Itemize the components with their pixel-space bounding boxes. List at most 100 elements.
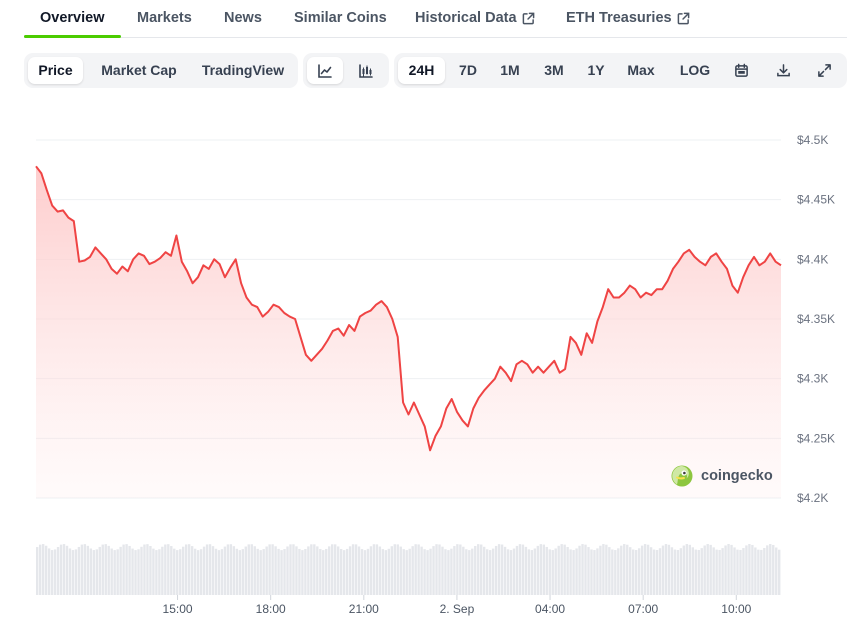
volume-bar: [381, 549, 385, 595]
volume-bar: [369, 546, 373, 595]
volume-bar: [86, 545, 90, 595]
volume-bar: [357, 546, 361, 595]
line-chart-button[interactable]: [307, 57, 343, 84]
tab-eth-treasuries[interactable]: ETH Treasuries: [566, 10, 690, 26]
volume-bar: [459, 544, 462, 595]
range-7d-button[interactable]: 7D: [459, 62, 477, 78]
range-1y-button[interactable]: 1Y: [587, 62, 605, 78]
range-max-button[interactable]: Max: [627, 62, 655, 78]
volume-bar: [268, 544, 271, 595]
volume-bar: [53, 549, 57, 595]
range-1m-button[interactable]: 1M: [500, 62, 520, 78]
volume-bar: [62, 544, 66, 595]
volume-bar: [116, 549, 119, 595]
fullscreen-button[interactable]: [806, 57, 842, 84]
x-tick-label: 07:00: [628, 602, 658, 616]
download-button[interactable]: [765, 57, 801, 84]
volume-bar: [360, 549, 364, 595]
volume-bar: [334, 544, 337, 595]
volume-bar: [167, 544, 170, 595]
tab-markets[interactable]: Markets: [137, 10, 192, 26]
market-cap-button[interactable]: Market Cap: [101, 62, 177, 78]
volume-bar: [447, 550, 450, 595]
coingecko-watermark: coingecko: [671, 465, 773, 487]
volume-bar: [259, 550, 262, 595]
volume-bar: [101, 544, 104, 595]
volume-bar: [390, 546, 393, 595]
volume-bar: [548, 549, 551, 595]
y-tick-label: $4.5K: [797, 133, 828, 147]
candlestick-chart-button[interactable]: [348, 57, 384, 84]
price-button[interactable]: Price: [28, 57, 83, 84]
volume-bar: [670, 547, 674, 595]
volume-bar: [736, 549, 739, 595]
price-chart[interactable]: $4.5K $4.45K $4.4K $4.35K $4.3K $4.25K $4.2K 1…: [0, 110, 847, 620]
volume-bar: [295, 546, 298, 595]
calendar-icon: [734, 63, 748, 77]
volume-bar: [620, 545, 623, 595]
tab-news[interactable]: News: [224, 10, 262, 26]
volume-bar: [453, 546, 456, 595]
y-tick-label: $4.3K: [797, 372, 828, 386]
volume-bar: [462, 546, 465, 595]
volume-bar: [146, 544, 149, 595]
volume-bar: [712, 547, 715, 595]
volume-bar: [733, 547, 736, 595]
volume-bar: [772, 544, 775, 595]
volume-bar: [456, 544, 459, 595]
x-tick-label: 10:00: [721, 602, 751, 616]
external-link-icon: [522, 12, 534, 24]
volume-bar: [634, 550, 638, 595]
tab-similar-coins[interactable]: Similar Coins: [294, 10, 387, 26]
volume-bar: [581, 544, 584, 595]
volume-bar: [161, 546, 164, 595]
volume-bar: [179, 549, 182, 595]
volume-bar: [271, 544, 274, 595]
volume-bar: [56, 547, 60, 595]
tradingview-button[interactable]: TradingView: [201, 62, 285, 78]
volume-bar: [721, 548, 724, 595]
y-axis: $4.5K $4.45K $4.4K $4.35K $4.3K $4.25K $4.2K: [797, 133, 835, 505]
volume-bar: [342, 550, 346, 595]
volume-bar: [226, 544, 230, 595]
volume-bar: [679, 548, 683, 595]
volume-bar: [480, 544, 483, 595]
active-tab-underline: [24, 35, 121, 38]
volume-bar: [98, 546, 101, 595]
range-3m-button[interactable]: 3M: [544, 62, 564, 78]
volume-bar: [661, 545, 665, 595]
tab-overview[interactable]: Overview: [40, 10, 105, 26]
tab-historical-data[interactable]: Historical Data: [415, 10, 535, 26]
volume-bar: [149, 545, 152, 595]
tab-similar-coins-label: Similar Coins: [294, 10, 387, 26]
volume-bar: [494, 545, 498, 595]
volume-bar: [223, 546, 227, 595]
volume-bar: [468, 550, 471, 595]
volume-bar: [432, 546, 435, 595]
line-chart-icon: [318, 63, 332, 78]
volume-bar: [217, 550, 221, 595]
volume-bar: [155, 550, 158, 595]
volume-bar: [688, 544, 691, 595]
log-scale-button[interactable]: LOG: [679, 62, 711, 78]
volume-bar: [700, 548, 703, 595]
volume-bar: [366, 548, 370, 595]
volume-bar: [539, 544, 542, 595]
volume-bar: [47, 548, 51, 595]
volume-bar: [158, 549, 161, 595]
volume-bar: [527, 549, 531, 595]
volume-bar: [325, 548, 328, 595]
volume-bar: [173, 548, 176, 595]
volume-bar: [643, 544, 647, 595]
range-24h-button[interactable]: 24H: [398, 57, 445, 84]
volume-bar: [727, 544, 730, 595]
volume-bar: [193, 548, 197, 595]
x-tick-label: 21:00: [349, 602, 379, 616]
date-range-button[interactable]: [723, 57, 759, 84]
volume-bar: [292, 544, 295, 595]
volume-bar: [107, 545, 110, 595]
volume-bar: [569, 549, 572, 595]
volume-bar: [280, 550, 283, 595]
volume-bar: [307, 546, 310, 595]
download-icon: [776, 64, 790, 77]
